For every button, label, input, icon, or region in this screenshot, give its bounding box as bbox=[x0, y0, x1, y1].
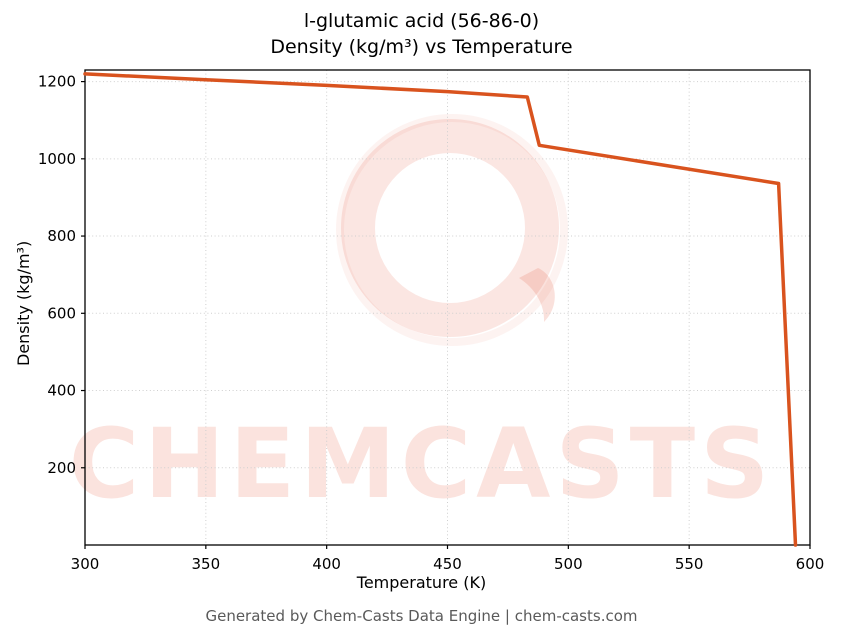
x-tick-label: 500 bbox=[554, 555, 583, 573]
x-axis-label: Temperature (K) bbox=[356, 573, 487, 592]
y-tick-label: 400 bbox=[47, 382, 76, 400]
x-tick-label: 450 bbox=[433, 555, 462, 573]
chart-title: l-glutamic acid (56-86-0) Density (kg/m³… bbox=[0, 8, 843, 60]
x-tick-label: 350 bbox=[192, 555, 221, 573]
x-tick-label: 400 bbox=[312, 555, 341, 573]
series-line-density bbox=[83, 72, 798, 547]
y-tick-label: 200 bbox=[47, 459, 76, 477]
x-tick-label: 600 bbox=[796, 555, 825, 573]
x-tick-label: 550 bbox=[675, 555, 704, 573]
footer-attribution: Generated by Chem-Casts Data Engine | ch… bbox=[205, 607, 638, 625]
y-tick-label: 1200 bbox=[38, 73, 76, 91]
y-axis-label: Density (kg/m³) bbox=[14, 240, 33, 366]
axes-box bbox=[84, 69, 811, 546]
y-tick-label: 800 bbox=[47, 227, 76, 245]
x-tick-label: 300 bbox=[71, 555, 100, 573]
y-tick-label: 1000 bbox=[38, 150, 76, 168]
chart-title-line2: Density (kg/m³) vs Temperature bbox=[270, 36, 573, 59]
y-tick-label: 600 bbox=[47, 304, 76, 322]
chart-title-line1: l-glutamic acid (56-86-0) bbox=[303, 10, 540, 32]
